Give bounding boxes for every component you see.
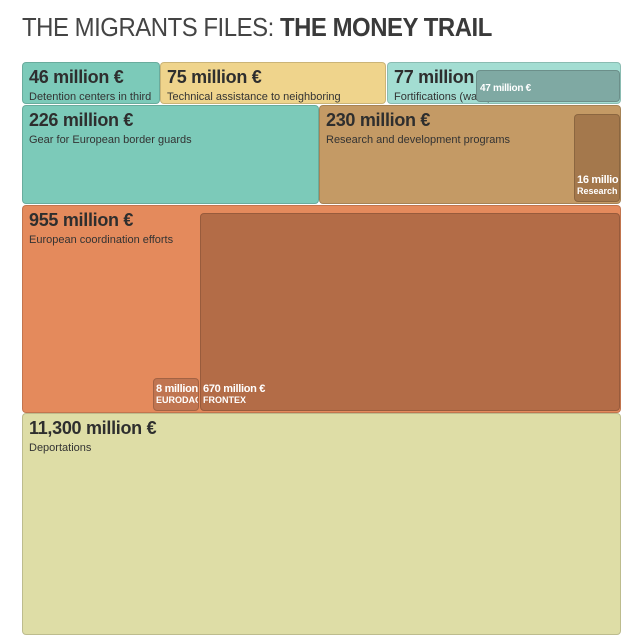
tile-label: Melilla wall — [480, 98, 615, 101]
tile-value: 11,300 million € — [29, 418, 157, 438]
tile-value: 955 million € — [29, 210, 134, 230]
tile-eurodac[interactable]: 8 million EURODAC — [153, 378, 199, 411]
tile-value: 75 million € — [167, 67, 262, 87]
tile-label: Research and development programs — [326, 134, 511, 146]
tile-gear[interactable]: 226 million € Gear for European border gu… — [22, 105, 319, 204]
title-light: THE MIGRANTS FILES: — [22, 12, 280, 42]
tile-label: Deportations — [29, 442, 92, 454]
tile-label: European coordination efforts — [29, 234, 174, 246]
tile-value: 47 million € — [480, 83, 531, 94]
tile-research[interactable]: 230 million € Research and development pr… — [319, 105, 621, 204]
tile-value: 230 million € — [326, 110, 431, 130]
page-title: THE MIGRANTS FILES: THE MONEY TRAIL — [22, 12, 574, 43]
tile-melilla[interactable]: 47 million € Melilla wall — [476, 70, 620, 102]
tile-detention[interactable]: 46 million € Detention centers in third — [22, 62, 160, 104]
tile-value: 8 million — [156, 383, 198, 395]
tile-value: 670 million € — [203, 383, 266, 395]
tile-label: Technical assistance to neighboring — [167, 91, 341, 103]
tile-value: 16 million — [577, 174, 620, 186]
tile-value: 46 million € — [29, 67, 124, 87]
tile-frontex[interactable]: 670 million € FRONTEX — [200, 213, 620, 411]
tile-label: Detention centers in third — [29, 91, 152, 103]
tile-label: FRONTEX — [203, 395, 247, 405]
tile-value: 226 million € — [29, 110, 134, 130]
tile-label: EURODAC — [156, 395, 199, 405]
tile-label: Fortifications (walls) — [394, 91, 492, 103]
tile-label: Gear for European border guards — [29, 134, 192, 146]
tile-deportations[interactable]: 11,300 million € Deportations — [22, 413, 621, 635]
tile-label: Research c — [577, 186, 619, 196]
tile-technical[interactable]: 75 million € Technical assistance to neig… — [160, 62, 386, 104]
title-bold: THE MONEY TRAIL — [279, 12, 492, 42]
tile-value: 77 million € — [394, 67, 489, 87]
